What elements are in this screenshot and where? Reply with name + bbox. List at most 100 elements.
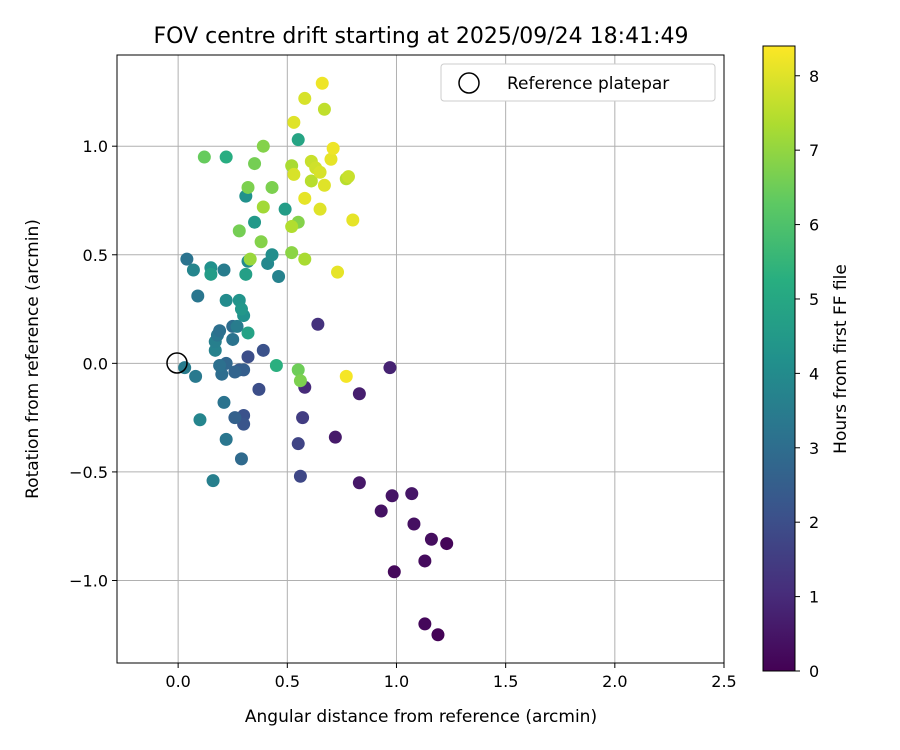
data-point <box>228 365 242 379</box>
data-point <box>219 432 233 446</box>
data-point <box>296 411 310 425</box>
colorbar: 0 1 2 3 4 5 6 7 8 Hours from first FF file <box>762 45 851 681</box>
data-point <box>193 413 207 427</box>
colorbar-label: Hours from first FF file <box>831 264 851 454</box>
x-tick-label: 0.0 <box>165 672 190 691</box>
data-point <box>298 91 312 105</box>
legend-marker <box>458 72 480 94</box>
colorbar-tick-label: 2 <box>809 513 819 532</box>
data-point <box>239 267 253 281</box>
y-tick-label: 1.0 <box>83 137 108 156</box>
data-point <box>256 139 270 153</box>
data-point <box>326 141 340 155</box>
data-point <box>285 246 299 260</box>
data-point <box>291 437 305 451</box>
data-point <box>431 628 445 642</box>
data-point <box>269 359 283 373</box>
data-point <box>278 202 292 216</box>
data-point <box>180 252 194 266</box>
data-point <box>291 363 305 377</box>
y-tick-label: 0.5 <box>83 246 108 265</box>
data-point <box>328 430 342 444</box>
data-point <box>204 267 218 281</box>
chart-title: FOV centre drift starting at 2025/09/24 … <box>154 24 689 49</box>
data-point <box>298 191 312 205</box>
data-point <box>352 387 366 401</box>
x-tick-label: 2.0 <box>602 672 627 691</box>
data-point <box>285 220 299 234</box>
x-axis-label: Angular distance from reference (arcmin) <box>245 707 597 727</box>
data-point <box>387 565 401 579</box>
data-point <box>440 537 454 551</box>
data-point <box>374 504 388 518</box>
data-point <box>293 374 307 388</box>
colorbar-tick-label: 3 <box>809 439 819 458</box>
data-point <box>313 202 327 216</box>
data-point <box>265 248 279 262</box>
data-point <box>346 213 360 227</box>
colorbar-tick-label: 7 <box>809 141 819 160</box>
y-axis-ticks: −1.0 −0.5 0.0 0.5 1.0 <box>69 137 117 590</box>
data-point <box>315 76 329 90</box>
x-tick-label: 2.5 <box>711 672 736 691</box>
data-point <box>254 235 268 249</box>
y-tick-label: −1.0 <box>69 571 108 590</box>
data-point <box>313 165 327 179</box>
data-point <box>206 474 220 488</box>
data-point <box>213 324 227 338</box>
y-tick-label: −0.5 <box>69 463 108 482</box>
data-point <box>248 157 262 171</box>
data-point <box>424 532 438 546</box>
colorbar-tick-label: 1 <box>809 588 819 607</box>
data-point <box>331 265 345 279</box>
data-point <box>272 269 286 283</box>
data-point <box>197 150 211 164</box>
data-point <box>287 167 301 181</box>
x-tick-label: 0.5 <box>275 672 300 691</box>
colorbar-gradient <box>762 45 796 672</box>
legend: Reference platepar <box>440 63 716 102</box>
data-point <box>418 554 432 568</box>
data-point <box>252 382 266 396</box>
colorbar-tick-label: 8 <box>809 67 819 86</box>
data-point <box>341 170 355 184</box>
plot-frame <box>116 54 725 664</box>
data-point <box>311 317 325 331</box>
data-point <box>241 326 255 340</box>
data-point <box>256 200 270 214</box>
data-point <box>213 359 227 373</box>
data-point <box>219 293 233 307</box>
data-point <box>189 369 203 383</box>
data-point <box>217 395 231 409</box>
data-point <box>418 617 432 631</box>
data-point <box>230 319 244 333</box>
colorbar-tick-label: 5 <box>809 290 819 309</box>
data-point <box>191 289 205 303</box>
reference-marker <box>166 352 188 374</box>
data-point <box>324 152 338 166</box>
data-point <box>287 115 301 129</box>
data-point <box>405 487 419 501</box>
scatter-points <box>178 76 454 642</box>
data-point <box>407 517 421 531</box>
data-point <box>241 180 255 194</box>
data-point <box>248 215 262 229</box>
data-point <box>234 452 248 466</box>
data-point <box>226 332 240 346</box>
legend-label: Reference platepar <box>507 74 669 94</box>
data-point <box>352 476 366 490</box>
data-point <box>317 178 331 192</box>
legend-box <box>440 63 716 102</box>
data-point <box>217 263 231 277</box>
data-point <box>291 133 305 147</box>
colorbar-ticks: 0 1 2 3 4 5 6 7 8 <box>795 67 819 681</box>
data-point <box>256 343 270 357</box>
x-tick-label: 1.5 <box>493 672 518 691</box>
colorbar-tick-label: 4 <box>809 364 819 383</box>
x-axis-ticks: 0.0 0.5 1.0 1.5 2.0 2.5 <box>165 663 737 691</box>
data-point <box>186 263 200 277</box>
y-tick-label: 0.0 <box>83 354 108 373</box>
x-tick-label: 1.0 <box>384 672 409 691</box>
data-point <box>385 489 399 503</box>
